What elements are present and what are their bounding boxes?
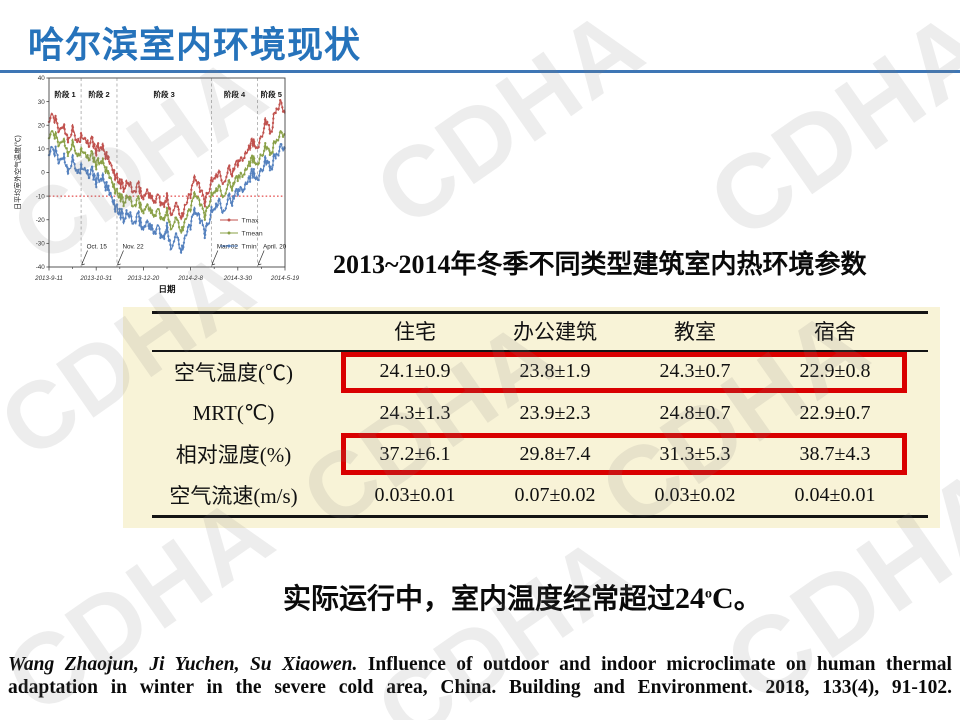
statement-period: 。 — [733, 583, 762, 614]
phase-boundary-lines — [80, 78, 258, 267]
svg-text:-10: -10 — [36, 193, 46, 200]
series-tmin-line — [47, 142, 287, 254]
svg-text:2014-3-30: 2014-3-30 — [223, 275, 253, 282]
title-divider — [0, 70, 960, 73]
svg-text:阶段 1: 阶段 1 — [54, 89, 75, 99]
svg-text:40: 40 — [38, 75, 46, 82]
citation-title-part: Influence of outdoor and indoor microcli… — [357, 654, 952, 675]
svg-text:阶段 5: 阶段 5 — [261, 89, 282, 99]
svg-text:Tmin: Tmin — [242, 243, 257, 250]
citation-line-2: adaptation in winter in the severe cold … — [8, 677, 952, 698]
svg-text:2013-12-20: 2013-12-20 — [127, 275, 160, 282]
outdoor-temperature-chart: 40 30 20 10 0 -10 -20 -30 -40 日平均室外空气温度(℃) 2013-9-… — [10, 72, 355, 302]
column-header: 宿舍 — [814, 319, 856, 344]
table-cell: 24.3±1.3 — [379, 401, 451, 424]
chart-legend: Tmax Tmean Tmin — [220, 217, 263, 250]
statement-text: 实际运行中，室内温度经常超过 — [283, 583, 676, 614]
table-cell: 22.9±0.8 — [799, 360, 871, 382]
table-cell: 24.8±0.7 — [659, 401, 731, 424]
row-label: 空气流速(m/s) — [169, 484, 298, 508]
table-cell: 23.9±2.3 — [519, 401, 591, 424]
svg-text:2013-9-11: 2013-9-11 — [34, 275, 63, 282]
table-rule-bottom — [152, 515, 928, 518]
row-label: 相对湿度(%) — [175, 443, 292, 467]
table-cell: 22.9±0.7 — [799, 401, 871, 424]
svg-text:阶段 4: 阶段 4 — [224, 89, 246, 99]
svg-text:-40: -40 — [36, 264, 46, 271]
table-grid: 住宅 办公建筑 教室 宿舍 空气温度(℃) 24.1±0.9 23.8±1.9 … — [152, 311, 928, 515]
column-header: 办公建筑 — [513, 319, 597, 344]
svg-text:Mar. 02: Mar. 02 — [217, 244, 238, 251]
thermal-parameters-table: 住宅 办公建筑 教室 宿舍 空气温度(℃) 24.1±0.9 23.8±1.9 … — [123, 307, 940, 528]
svg-text:2013-10-31: 2013-10-31 — [79, 275, 112, 282]
column-header: 住宅 — [394, 319, 436, 344]
table-caption: 2013~2014年冬季不同类型建筑室内热环境参数 — [333, 250, 867, 279]
table-cell: 29.8±7.4 — [519, 442, 591, 465]
statement-unit: C — [712, 582, 734, 615]
column-header: 教室 — [674, 319, 716, 344]
citation-line-1: Wang Zhaojun, Ji Yuchen, Su Xiaowen. Inf… — [8, 653, 952, 676]
table-cell: 23.8±1.9 — [519, 360, 591, 382]
table-cell: 38.7±4.3 — [799, 442, 871, 465]
svg-text:Tmax: Tmax — [242, 217, 260, 224]
y-axis: 40 30 20 10 0 -10 -20 -30 -40 日平均室外空气温度(℃) — [13, 75, 49, 271]
table-corner-cell — [152, 311, 345, 350]
table-cell: 24.3±0.7 — [659, 360, 731, 382]
svg-text:2014-5-19: 2014-5-19 — [270, 275, 300, 282]
table-rule-top — [152, 311, 928, 314]
svg-text:2014-2-8: 2014-2-8 — [177, 275, 203, 282]
table-rule-header — [152, 350, 928, 352]
page-title: 哈尔滨室内环境现状 — [28, 24, 362, 65]
citation-authors: Wang Zhaojun, Ji Yuchen, Su Xiaowen. — [8, 654, 358, 675]
series-tmax-line — [47, 95, 287, 221]
statement-temperature: 24 — [675, 582, 706, 615]
highlight-box-relative-humidity — [341, 433, 907, 475]
boundary-annotations: Oct. 15 Nov. 22 Mar. 02 April. 20 — [81, 244, 287, 266]
table-cell: 0.03±0.01 — [374, 483, 456, 506]
table-cell: 24.1±0.9 — [379, 360, 451, 382]
reference-citation: Wang Zhaojun, Ji Yuchen, Su Xiaowen. Inf… — [8, 653, 952, 699]
outdoor-temperature-chart-svg: 40 30 20 10 0 -10 -20 -30 -40 日平均室外空气温度(℃) 2013-9-… — [13, 75, 300, 294]
row-label: MRT(℃) — [192, 400, 275, 425]
highlight-box-air-temperature — [341, 352, 907, 393]
x-axis: 2013-9-11 2013-10-31 2013-12-20 2014-2-8 201… — [34, 267, 300, 294]
svg-text:0: 0 — [41, 170, 45, 177]
phase-labels: 阶段 1 阶段 2 阶段 3 阶段 4 阶段 5 — [54, 89, 282, 99]
plot-background — [49, 78, 285, 267]
table-cell: 37.2±6.1 — [379, 442, 451, 465]
watermark-text: CDHA — [356, 0, 664, 249]
svg-text:日期: 日期 — [158, 284, 176, 294]
svg-text:阶段 2: 阶段 2 — [88, 89, 109, 99]
table-cell: 0.03±0.02 — [654, 483, 736, 506]
conclusion-statement: 实际运行中，室内温度经常超过24oC。 — [283, 577, 762, 617]
svg-text:-20: -20 — [36, 217, 46, 224]
statement-degree-sup: o — [705, 586, 713, 602]
series-tmean-line — [47, 129, 287, 234]
svg-text:30: 30 — [38, 99, 46, 106]
table-cell: 31.3±5.3 — [659, 442, 731, 465]
svg-text:10: 10 — [38, 146, 46, 153]
svg-text:日平均室外空气温度(℃): 日平均室外空气温度(℃) — [13, 135, 22, 210]
table-cell: 0.07±0.02 — [514, 483, 596, 506]
table-cell: 0.04±0.01 — [794, 483, 876, 506]
svg-text:April. 20: April. 20 — [263, 244, 287, 251]
svg-text:阶段 3: 阶段 3 — [154, 89, 175, 99]
row-label: 空气温度(℃) — [174, 360, 293, 385]
watermark-text: CDHA — [688, 0, 960, 262]
svg-text:Oct. 15: Oct. 15 — [87, 244, 108, 251]
svg-text:Nov. 22: Nov. 22 — [122, 244, 144, 251]
svg-text:20: 20 — [38, 122, 46, 129]
svg-text:Tmean: Tmean — [242, 230, 263, 237]
svg-text:-30: -30 — [36, 241, 46, 248]
